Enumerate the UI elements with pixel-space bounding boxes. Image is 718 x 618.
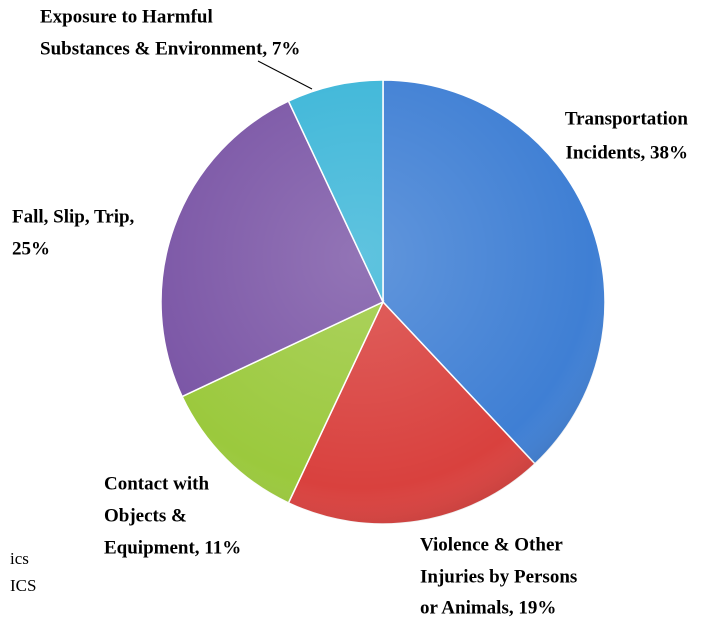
data-label: Substances & Environment, 7%: [40, 38, 300, 59]
data-label: Contact with: [104, 473, 209, 494]
data-label: 25%: [12, 238, 50, 259]
data-label: Incidents, 38%: [566, 142, 688, 163]
data-label: Transportation: [565, 108, 689, 129]
data-label: Equipment, 11%: [104, 537, 241, 558]
data-label: Fall, Slip, Trip,: [12, 206, 135, 227]
data-label: or Animals, 19%: [420, 597, 556, 618]
data-label: Violence & Other: [420, 534, 563, 555]
data-label: Exposure to Harmful: [40, 6, 213, 27]
leader-line: [257, 60, 313, 90]
annotation: ICS: [10, 576, 36, 595]
data-label: Injuries by Persons: [420, 566, 577, 587]
data-label: Objects &: [104, 505, 187, 526]
annotation: ics: [10, 549, 29, 568]
